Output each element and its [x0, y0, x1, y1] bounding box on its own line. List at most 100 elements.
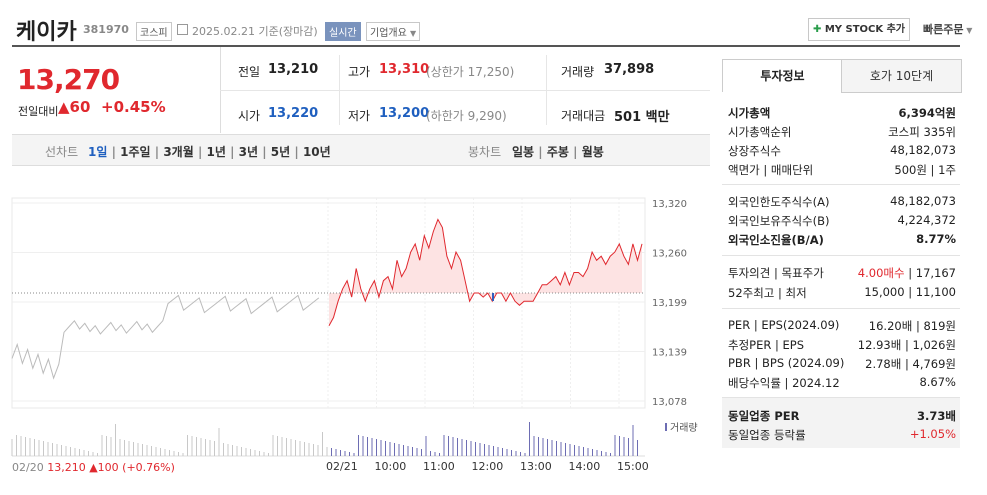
volume-label: 거래량 [561, 65, 595, 79]
tab-order-book[interactable]: 호가 10단계 [841, 59, 962, 93]
plus-icon: ✚ [812, 24, 822, 35]
volume-legend-label: 거래량 [670, 423, 698, 434]
period-tab-bar [12, 134, 710, 166]
info-row-opinion: 투자의견 | 목표주가 4.00매수 | 17,167 [728, 265, 956, 281]
tab-daily[interactable]: 일봉 [512, 145, 535, 159]
quick-order-button[interactable]: 빠른주문 ▼ [923, 21, 972, 37]
info-row-industry-per[interactable]: 동일업종 PER 3.73배 [728, 408, 956, 424]
info-row-face-value: 액면가 | 매매단위 500원 | 1주 [728, 162, 956, 178]
calendar-icon [177, 24, 188, 35]
company-overview-label: 기업개요 [370, 28, 407, 39]
y-tick-label: 13,260 [652, 249, 687, 260]
info-row-market-cap-rank[interactable]: 시가총액순위 코스피 335위 [728, 124, 956, 140]
realtime-tag[interactable]: 실시간 [325, 22, 361, 41]
info-row-label: 추정PER | EPS [728, 338, 805, 352]
tab-1y[interactable]: 1년 [206, 145, 226, 159]
tab-3m[interactable]: 3개월 [163, 145, 194, 159]
x-tick-label: 15:00 [617, 460, 649, 473]
tab-investment-info-label: 투자정보 [760, 69, 805, 83]
x-tick-label: 02/21 [326, 460, 358, 473]
y-tick-label: 13,199 [652, 298, 687, 309]
x-tick-label: 13:00 [520, 460, 552, 473]
info-row-foreign-limit: 외국인한도주식수(A) 48,182,073 [728, 194, 956, 210]
low-value: 13,200 [379, 106, 430, 121]
company-name: 케이카 [16, 20, 77, 45]
prev-value: 13,210 [268, 62, 319, 77]
info-row-label: 외국인소진율(B/A) [728, 233, 824, 247]
quick-order-label: 빠른주문 [923, 23, 964, 36]
up-triangle-icon: ▲ [89, 461, 98, 474]
info-row-dividend: 배당수익률 | 2024.12 8.67% [728, 375, 956, 391]
candle-period-tabs: 일봉 | 주봉 | 월봉 [512, 145, 604, 159]
info-row-value: 4,224,372 [897, 213, 956, 227]
upper-limit: (상한가 17,250) [426, 65, 515, 79]
up-triangle-icon: ▲ [58, 98, 70, 116]
info-row-industry-change[interactable]: 동일업종 등락률 +1.05% [728, 427, 956, 443]
info-row-foreign-holding: 외국인보유주식수(B) 4,224,372 [728, 213, 956, 229]
x-tick-label: 11:00 [423, 460, 455, 473]
low-label: 저가 [348, 109, 371, 123]
open-value: 13,220 [268, 106, 319, 121]
tab-5y[interactable]: 5년 [270, 145, 291, 159]
candle-chart-label: 봉차트 [468, 145, 502, 159]
info-row-label: 외국인보유주식수(B) [728, 214, 830, 228]
stock-code: 381970 [83, 23, 129, 36]
y-tick-label: 13,139 [652, 348, 687, 359]
price-area [329, 219, 642, 326]
x-tick-label: 14:00 [569, 460, 601, 473]
change-amount: 60 [69, 98, 91, 116]
intraday-chart[interactable]: 13,320 13,260 13,199 13,139 13,078 02/21 10:00… [0, 170, 712, 480]
open-label: 시가 [238, 109, 261, 123]
info-separator [722, 397, 960, 398]
y-tick-label: 13,320 [652, 199, 687, 210]
info-row-market-cap: 시가총액 6,394억원 [728, 105, 956, 121]
current-price: 13,270 [17, 63, 120, 96]
tab-1d[interactable]: 1일 [88, 145, 108, 159]
tab-3y[interactable]: 3년 [238, 145, 259, 159]
info-row-value: 48,182,073 [890, 194, 956, 208]
tab-investment-info[interactable]: 투자정보 [722, 59, 843, 92]
high-value: 13,310 [379, 62, 430, 77]
price-line [328, 218, 643, 326]
mystock-add-button[interactable]: ✚ MY STOCK 추가 [808, 18, 910, 41]
chevron-down-icon: ▼ [410, 29, 417, 38]
x-tick-label: 12:00 [472, 460, 504, 473]
tab-monthly[interactable]: 월봉 [581, 145, 604, 159]
volume-value: 37,898 [604, 62, 655, 77]
info-row-pbr-bps: PBR | BPS (2024.09) 2.78배 | 4,769원 [728, 356, 956, 372]
info-row-label: 투자의견 | 목표주가 [728, 266, 824, 280]
info-row-value: 500원 | 1주 [894, 163, 956, 177]
volume-legend-marker [665, 423, 667, 431]
line-period-tabs: 1일 | 1주일 | 3개월 | 1년 | 3년 | 5년 | 10년 [88, 145, 331, 159]
info-row-value: 16.20배 | 819원 [868, 319, 956, 333]
tab-1w[interactable]: 1주일 [120, 145, 151, 159]
info-row-label: PER | EPS(2024.09) [728, 318, 840, 332]
info-row-value: 3.73배 [917, 409, 956, 423]
tab-weekly[interactable]: 주봉 [546, 145, 569, 159]
amount-value: 501 백만 [614, 110, 670, 125]
y-tick-label: 13,078 [652, 397, 687, 408]
prev-day-close: 13,210 [47, 461, 86, 474]
amount-label: 거래대금 [561, 109, 606, 123]
info-row-value: 12.93배 | 1,026원 [857, 338, 956, 352]
info-row-label: PBR | BPS (2024.09) [728, 356, 845, 370]
info-separator [722, 255, 960, 256]
chevron-down-icon: ▼ [963, 26, 973, 35]
tab-order-book-label: 호가 10단계 [869, 69, 934, 83]
tab-10y[interactable]: 10년 [302, 145, 331, 159]
info-row-label: 외국인한도주식수(A) [728, 195, 830, 209]
change-label: 전일대비 [18, 105, 59, 118]
info-row-listed-shares: 상장주식수 48,182,073 [728, 143, 956, 159]
info-separator [722, 184, 960, 185]
prev-day-pct: (+0.76%) [122, 461, 175, 474]
high-label: 고가 [348, 65, 371, 79]
info-row-value: 2.78배 | 4,769원 [865, 357, 956, 371]
info-row-value: 48,182,073 [890, 143, 956, 157]
info-row-label: 52주최고 | 최저 [728, 286, 807, 300]
info-row-foreign-ratio: 외국인소진율(B/A) 8.77% [728, 232, 956, 248]
info-row-label: 동일업종 PER [728, 409, 800, 423]
date-basis: 2025.02.21 기준(장마감) [192, 25, 318, 38]
prev-label: 전일 [238, 65, 261, 79]
info-separator [722, 308, 960, 309]
company-overview-button[interactable]: 기업개요 ▼ [366, 22, 421, 41]
